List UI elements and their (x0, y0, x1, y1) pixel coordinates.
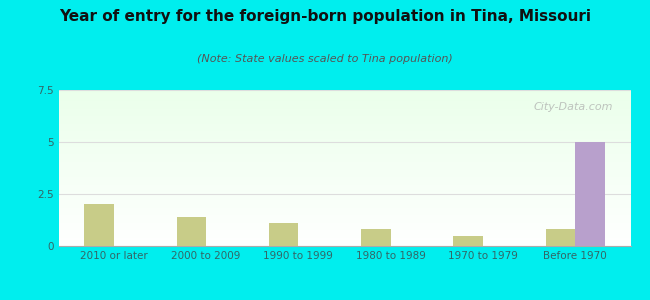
Bar (361, 230, 391, 246)
Text: (Note: State values scaled to Tina population): (Note: State values scaled to Tina popul… (197, 54, 453, 64)
Bar (269, 223, 298, 246)
Bar (177, 217, 206, 246)
Bar (575, 142, 604, 246)
Legend: Tina, Missouri: Tina, Missouri (268, 299, 421, 300)
Text: Year of entry for the foreign-born population in Tina, Missouri: Year of entry for the foreign-born popul… (59, 9, 591, 24)
Bar (545, 230, 575, 246)
Bar (453, 236, 483, 246)
Text: City-Data.com: City-Data.com (534, 103, 614, 112)
Bar (84, 204, 114, 246)
